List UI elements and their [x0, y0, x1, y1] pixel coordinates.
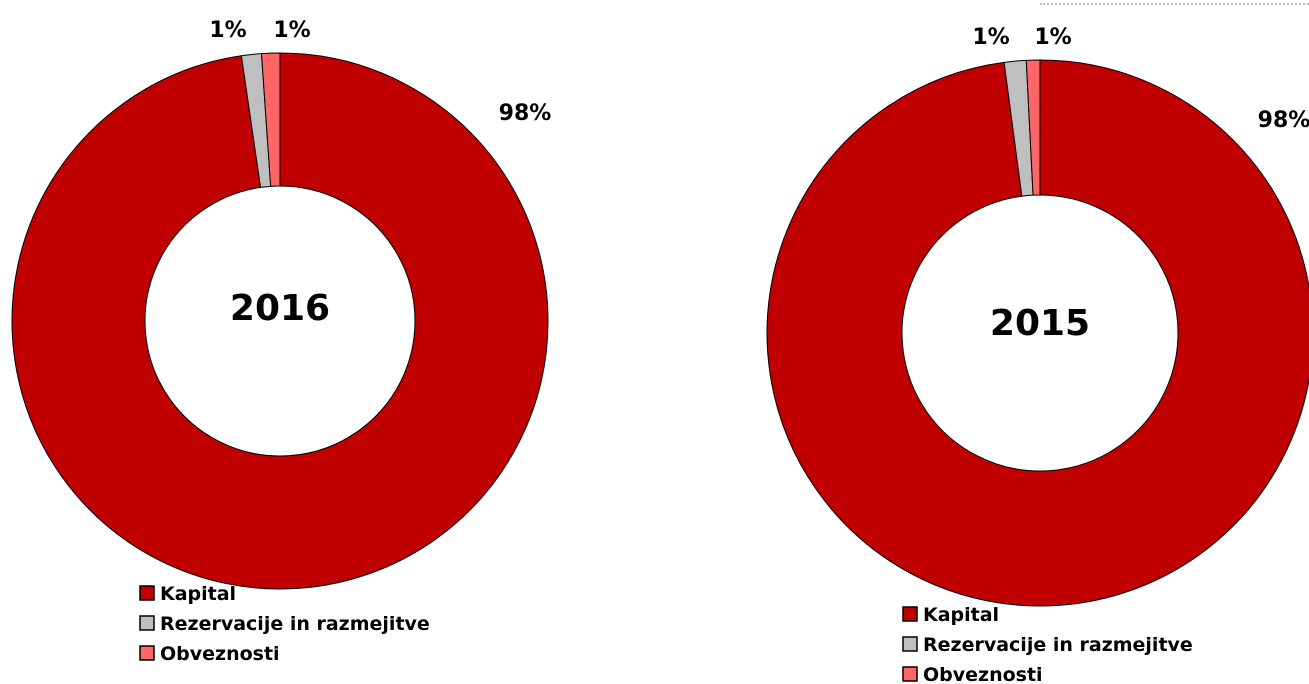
slice-kapital-2015 — [766, 59, 1309, 607]
legend-swatch-0-2015 — [902, 606, 918, 622]
legend-label-2-2015: Obveznosti — [923, 664, 1043, 684]
donut-chart-2015: 2015 98% 1% 1% Kapital Rezervacije in razmej… — [766, 25, 1309, 684]
data-label-1-2016: 1% — [209, 18, 246, 43]
legend-swatch-0-2016 — [139, 585, 155, 601]
legend-swatch-2-2015 — [902, 666, 918, 682]
data-label-0-2015: 98% — [1258, 108, 1309, 133]
legend-swatch-1-2015 — [902, 636, 918, 652]
legend-label-0-2016: Kapital — [160, 583, 236, 605]
legend-swatch-2-2016 — [139, 645, 155, 661]
legend-label-1-2016: Rezervacije in razmejitve — [160, 613, 430, 635]
legend-label-2-2016: Obveznosti — [160, 643, 280, 665]
slice-kapital-2016 — [11, 52, 549, 590]
legend-swatch-1-2016 — [139, 615, 155, 631]
slice-obveznosti-2016 — [260, 52, 281, 187]
donut-chart-2016: 2016 98% 1% 1% Kapital Rezervacije in razmej… — [11, 18, 552, 665]
slice-obveznosti-2015 — [1025, 59, 1041, 196]
chart-title-2015: 2015 — [990, 303, 1090, 344]
data-label-1-2015: 1% — [972, 25, 1009, 50]
chart-title-2016: 2016 — [230, 288, 330, 329]
data-label-0-2016: 98% — [499, 101, 552, 126]
data-label-2-2016: 1% — [273, 18, 310, 43]
legend-label-1-2015: Rezervacije in razmejitve — [923, 634, 1193, 656]
data-label-2-2015: 1% — [1034, 25, 1071, 50]
decorative-dotted-rule — [1040, 3, 1309, 5]
legend-label-0-2015: Kapital — [923, 604, 999, 626]
